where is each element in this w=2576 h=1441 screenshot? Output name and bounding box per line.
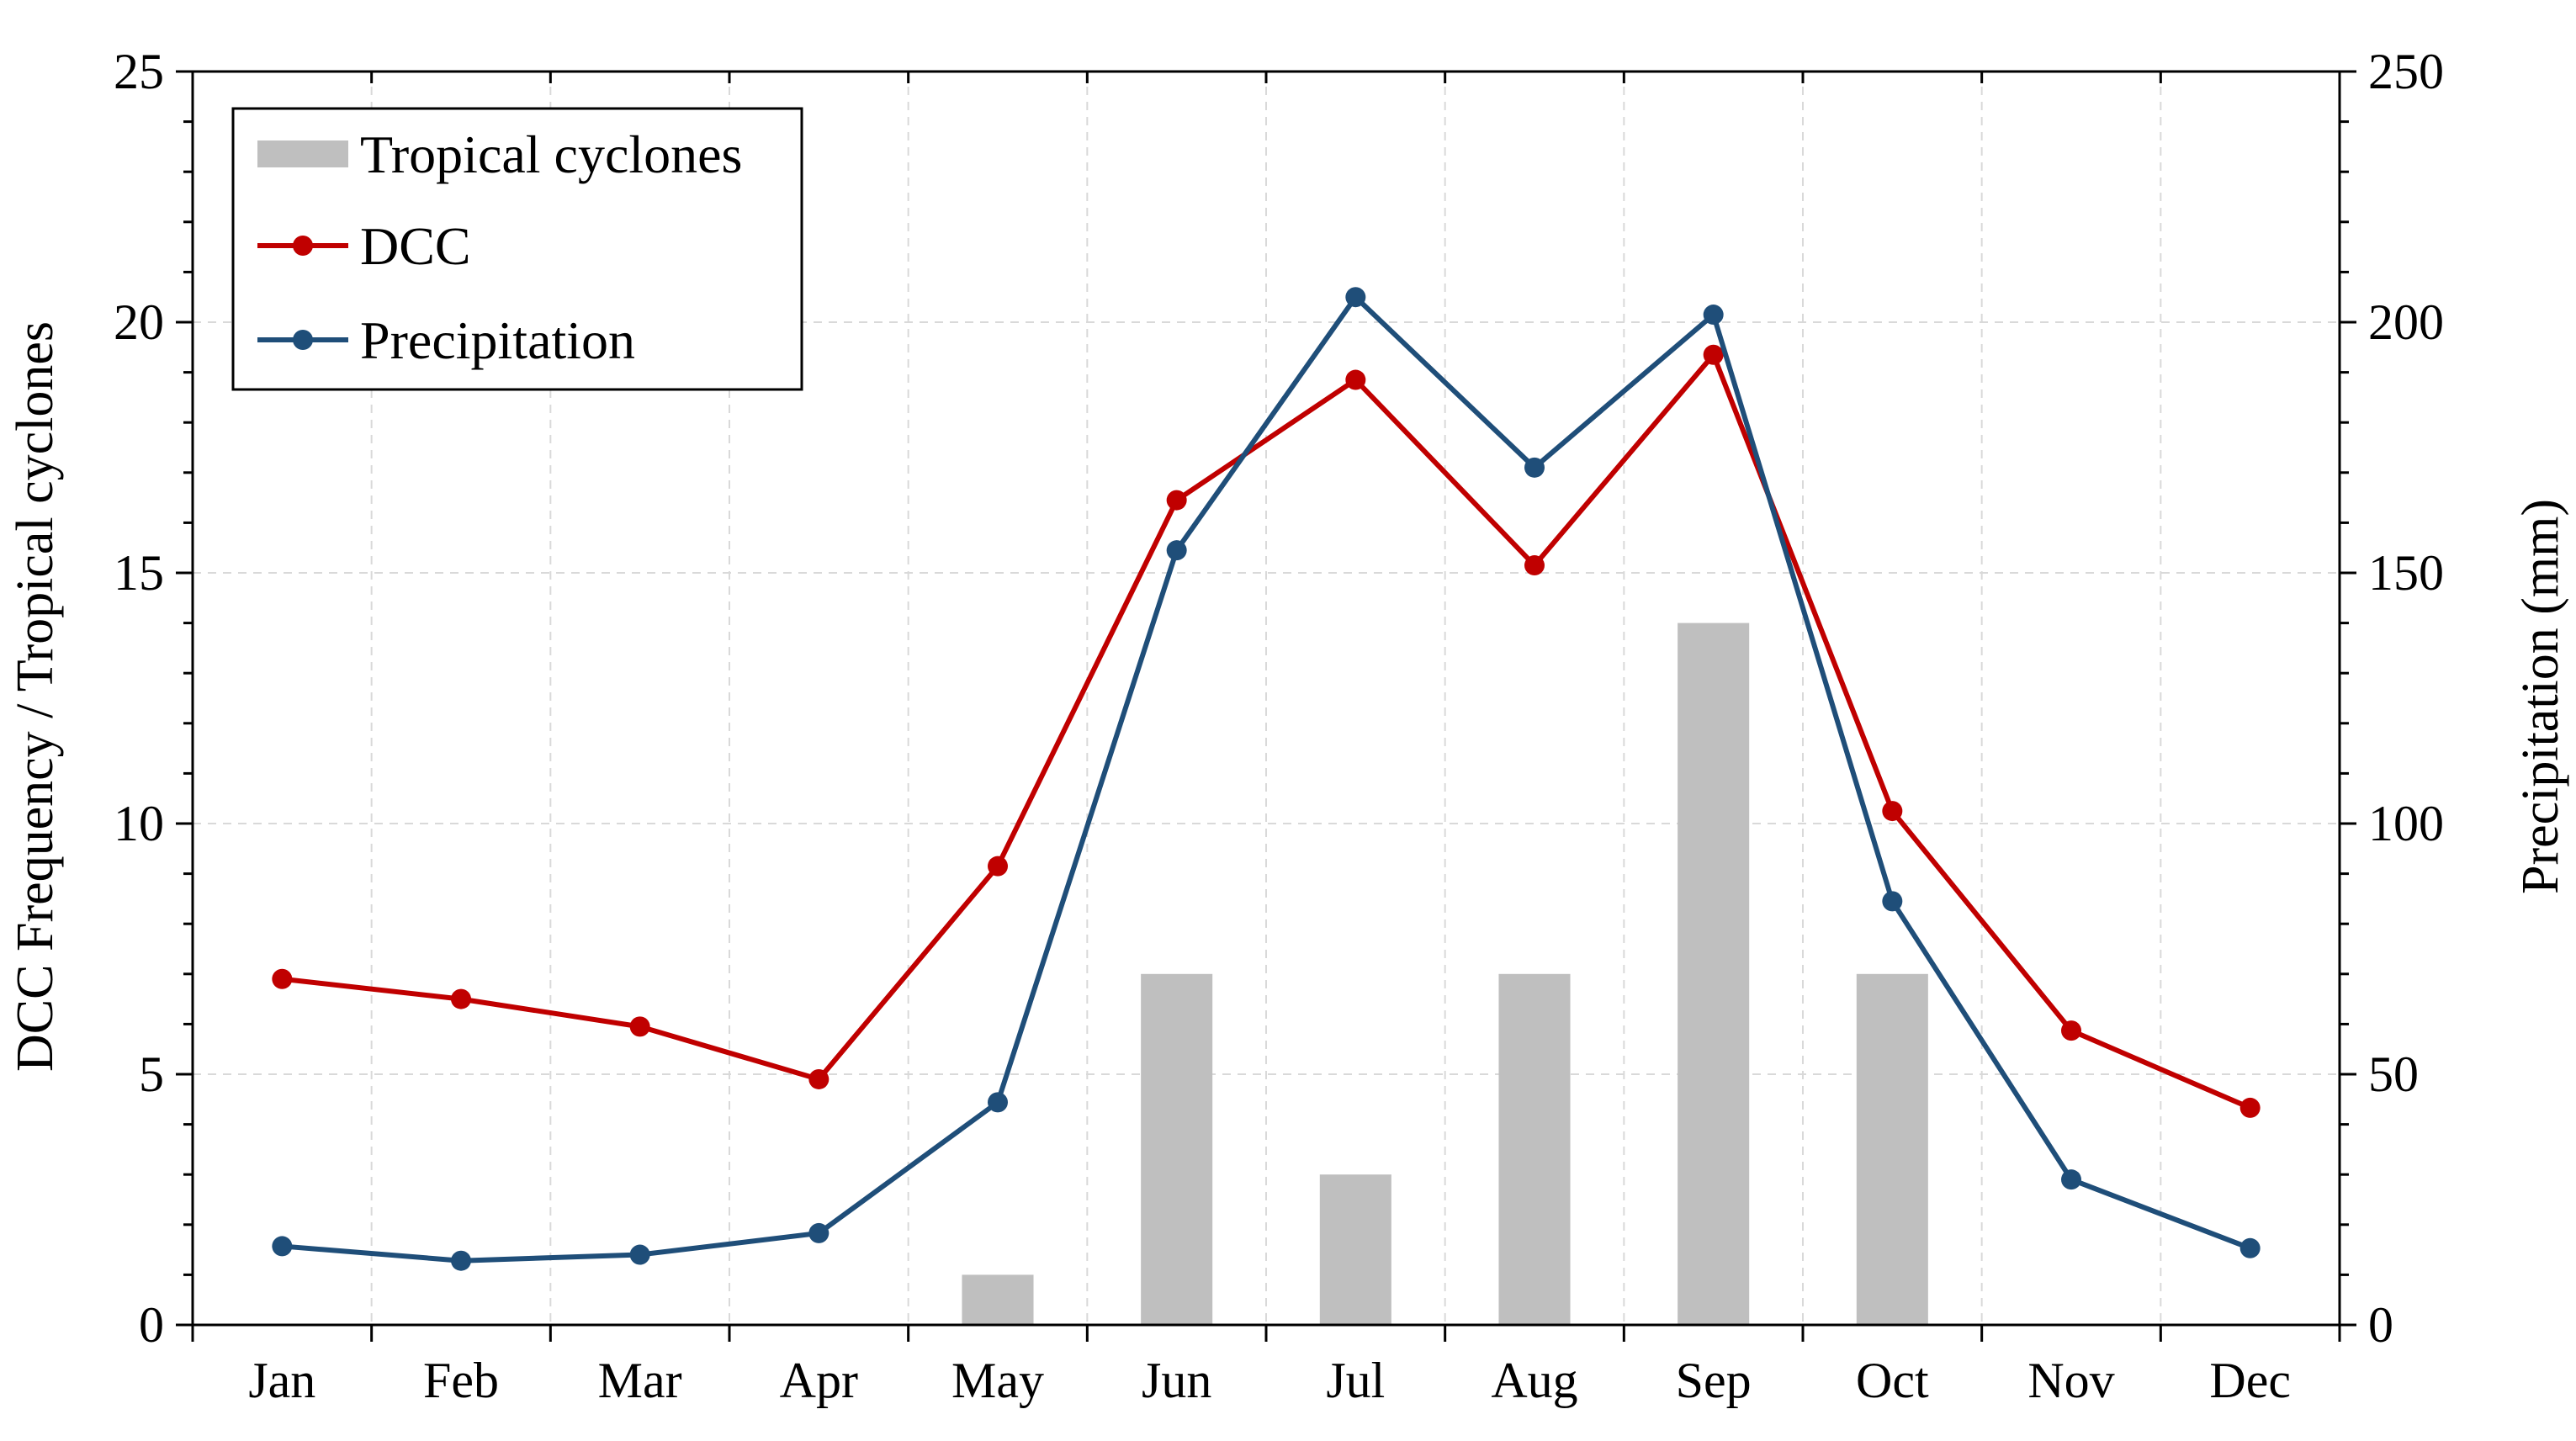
point-dcc	[1166, 490, 1187, 511]
point-precipitation	[1524, 457, 1545, 478]
point-dcc	[2061, 1020, 2081, 1041]
y-tick-label: 15	[114, 545, 164, 601]
y2-tick-label: 250	[2368, 44, 2444, 99]
x-tick-label: Sep	[1676, 1353, 1752, 1408]
point-dcc	[2239, 1097, 2261, 1118]
x-tick-label: Jan	[248, 1353, 315, 1408]
point-dcc	[1703, 344, 1724, 365]
point-precipitation	[1166, 540, 1187, 561]
bar-tropical-cyclones	[962, 1274, 1034, 1325]
point-dcc	[988, 856, 1008, 877]
point-precipitation	[808, 1222, 830, 1243]
y-tick-label: 10	[114, 796, 164, 851]
point-precipitation	[272, 1236, 293, 1257]
x-tick-label: May	[951, 1353, 1044, 1408]
x-tick-label: Nov	[2027, 1353, 2114, 1408]
bar-tropical-cyclones	[1141, 973, 1213, 1325]
y2-tick-label: 200	[2368, 294, 2444, 350]
legend-label-precipitation: Precipitation	[360, 310, 635, 370]
point-dcc	[1882, 801, 1903, 822]
point-precipitation	[988, 1092, 1008, 1113]
point-precipitation	[451, 1250, 471, 1271]
grid	[193, 72, 2340, 1325]
y2-tick-label: 50	[2368, 1046, 2419, 1102]
point-dcc	[272, 968, 293, 989]
point-dcc	[451, 988, 471, 1009]
y-tick-label: 20	[114, 294, 164, 350]
point-precipitation	[629, 1244, 650, 1265]
x-tick-label: Jun	[1142, 1353, 1211, 1408]
legend-label-dcc: DCC	[360, 216, 471, 276]
y-axis-title: DCC Frequency / Tropical cyclones	[7, 321, 64, 1072]
point-precipitation	[1703, 305, 1724, 326]
legend-marker-dcc	[293, 236, 313, 256]
x-tick-label: Mar	[598, 1353, 682, 1408]
point-dcc	[808, 1068, 830, 1089]
y2-axis-title: Precipitation (mm)	[2512, 499, 2569, 894]
y2-tick-label: 0	[2368, 1297, 2393, 1353]
y2-tick-label: 100	[2368, 796, 2444, 851]
x-tick-label: Apr	[780, 1353, 858, 1408]
lines	[272, 287, 2261, 1271]
point-dcc	[1345, 369, 1366, 390]
point-precipitation	[2061, 1169, 2081, 1190]
axes	[176, 70, 2356, 1342]
point-dcc	[1524, 555, 1545, 576]
point-precipitation	[2239, 1237, 2261, 1258]
legend-marker-precipitation	[293, 330, 313, 350]
y-tick-label: 5	[139, 1046, 164, 1102]
line-dcc	[281, 352, 2251, 1110]
x-tick-label: Aug	[1491, 1353, 1577, 1408]
line-precipitation	[282, 294, 2251, 1264]
legend: Tropical cyclones DCC Precipitation	[231, 107, 803, 391]
x-tick-label: Jul	[1326, 1353, 1385, 1408]
bar-tropical-cyclones	[1498, 973, 1571, 1325]
x-tick-label: Oct	[1856, 1353, 1929, 1408]
point-precipitation	[1882, 891, 1903, 912]
legend-label-tropical-cyclones: Tropical cyclones	[360, 124, 742, 184]
point-precipitation	[1345, 287, 1366, 308]
x-tick-label: Dec	[2209, 1353, 2291, 1408]
point-dcc	[629, 1016, 650, 1037]
bar-tropical-cyclones	[1319, 1174, 1391, 1325]
y-tick-label: 25	[114, 44, 164, 99]
y2-tick-label: 150	[2368, 545, 2444, 601]
y-tick-label: 0	[139, 1297, 164, 1353]
legend-swatch-tropical-cyclones	[257, 140, 348, 167]
x-tick-label: Feb	[423, 1353, 499, 1408]
bar-tropical-cyclones	[1678, 622, 1750, 1325]
bars-tropical-cyclones	[962, 622, 1928, 1325]
bar-tropical-cyclones	[1856, 973, 1928, 1325]
